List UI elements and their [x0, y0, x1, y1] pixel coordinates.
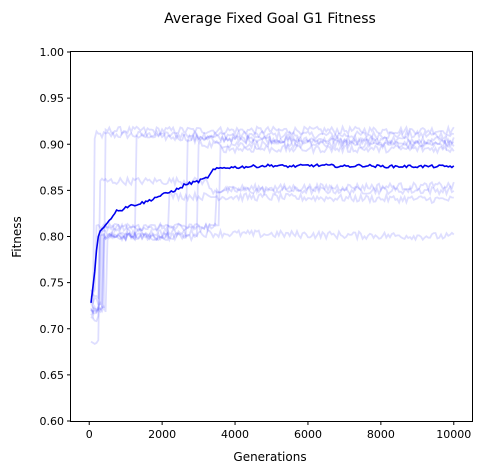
y-tick-label: 0.95: [40, 92, 65, 105]
x-tick-label: 4000: [221, 428, 249, 441]
chart-title: Average Fixed Goal G1 Fitness: [164, 11, 376, 27]
x-tick-label: 10000: [436, 428, 471, 441]
y-tick-label: 0.90: [40, 138, 65, 151]
y-tick-label: 1.00: [40, 46, 65, 59]
y-tick-label: 0.75: [40, 277, 65, 290]
x-tick-label: 2000: [148, 428, 176, 441]
y-axis-label: Fitness: [10, 216, 24, 258]
x-tick-label: 6000: [294, 428, 322, 441]
y-tick-label: 0.85: [40, 184, 65, 197]
y-tick-label: 0.70: [40, 323, 65, 336]
y-tick-label: 0.60: [40, 415, 65, 428]
x-axis-label: Generations: [233, 450, 306, 464]
x-tick-label: 0: [86, 428, 93, 441]
x-tick-label: 8000: [367, 428, 395, 441]
y-tick-label: 0.65: [40, 369, 65, 382]
y-tick-label: 0.80: [40, 231, 65, 244]
